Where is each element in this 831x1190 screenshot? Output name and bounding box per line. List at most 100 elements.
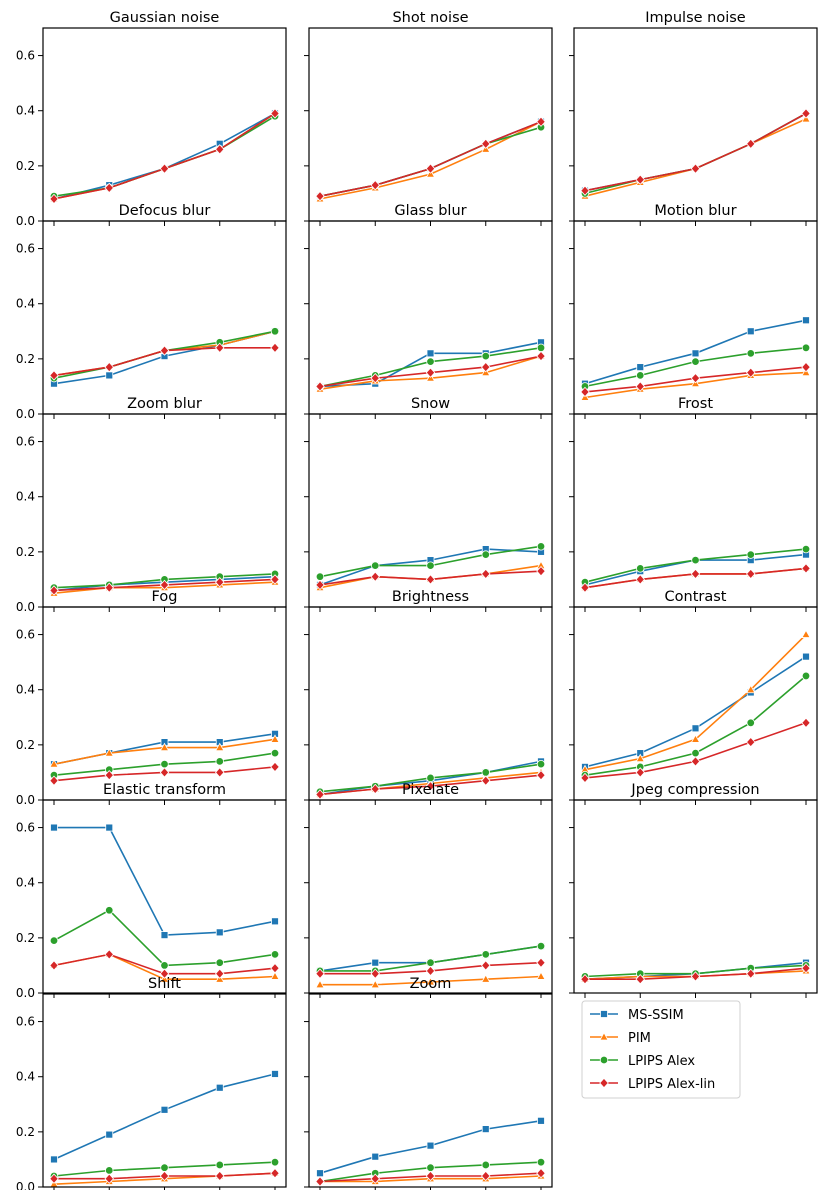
data-point [426,1163,435,1172]
axes-frame [42,799,287,994]
data-point [215,767,225,778]
y-tick-label: 0.6 [16,628,35,642]
data-point [580,974,590,985]
data-point [580,185,590,196]
panel-title: Glass blur [394,203,466,219]
data-point [802,316,810,325]
data-point [635,974,645,985]
series-line [319,120,542,197]
data-point [481,138,491,149]
panel-title: Elastic transform [103,782,226,798]
series-lpips-alex-lin [315,565,546,591]
axes-frame [308,606,553,801]
axes-frame [573,799,818,994]
data-point [104,361,114,373]
series-line [54,826,276,936]
series-line [319,120,542,200]
data-point [159,345,170,356]
data-point [481,1160,490,1170]
y-tick-label: 0.2 [16,352,35,366]
panel-title: Pixelate [402,782,459,798]
data-point [690,756,701,767]
data-point [536,542,546,551]
data-point [801,671,811,681]
series-lpips-alex-lin [315,1168,546,1187]
series-lpips-alex [49,748,280,780]
y-tick-label: 0.4 [16,104,35,118]
data-point [270,574,280,585]
data-point [315,1176,325,1187]
data-point [746,718,755,727]
data-point [370,1173,380,1184]
panel-title: Contrast [665,589,727,605]
data-point [160,931,169,939]
data-point [536,971,546,980]
series-lpips-alex [315,1157,546,1186]
data-point [426,773,435,783]
data-point [159,163,170,174]
data-point [635,574,645,585]
legend-label: PIM [628,1031,651,1046]
data-point [104,949,114,960]
panel-title: Frost [678,396,713,412]
y-tick-label: 0.6 [16,49,35,63]
series-lpips-alex [315,123,546,201]
data-point [481,974,491,983]
data-point [271,917,279,926]
data-point [536,941,546,951]
data-point [105,1166,114,1175]
data-point [160,1105,169,1114]
y-tick-label: 0.2 [16,545,35,559]
data-point [49,775,59,786]
series-ms-ssim [316,1116,545,1178]
data-point [690,734,701,743]
series-pim [49,734,280,768]
series-lpips-alex-lin [49,1168,280,1184]
series-ms-ssim [50,109,279,203]
y-tick-label: 0.0 [16,793,35,807]
series-lpips-alex-lin [49,761,280,786]
series-ms-ssim [50,1070,279,1164]
series-line [53,112,276,200]
data-point [690,971,701,982]
data-point [746,367,756,378]
data-point [271,1070,279,1078]
data-point [215,928,224,937]
data-point [801,962,811,974]
series-lpips-alex-lin [580,563,811,593]
data-point [371,1152,380,1161]
data-point [370,968,380,979]
data-point [50,823,58,832]
y-tick-label: 0.0 [16,214,35,228]
data-point [105,906,114,915]
panel-gaussian-noise: Gaussian noise 0.0 0.2 0.4 0.6 [16,10,287,228]
data-point [104,182,114,194]
panel-frost: Frost [569,396,818,612]
axes-frame [308,799,553,994]
series-ms-ssim [316,117,545,201]
data-point [270,962,280,974]
panel-zoom-blur: Zoom blur 0.0 0.2 0.4 0.6 [16,396,287,614]
series-pim [49,108,280,203]
panel-title: Brightness [392,589,469,605]
axes-frame [42,220,287,415]
data-point [537,1116,545,1125]
y-tick-label: 0.0 [16,1180,35,1190]
data-point [801,343,811,353]
panel-title: Jpeg compression [630,782,759,798]
legend-entry-pim: PIM [590,1031,651,1046]
legend-marker [600,1010,608,1018]
series-lpips-alex [315,542,546,581]
data-point [481,1170,491,1182]
series-lpips-alex-lin [580,717,811,784]
data-point [635,381,645,392]
panel-elastic-transform: Elastic transform 0.0 0.2 0.4 0.6 [16,782,287,1000]
data-point [746,568,756,580]
data-point [270,1168,280,1179]
data-point [270,734,280,743]
data-point [425,163,436,174]
data-point [215,1160,224,1170]
legend-marker [599,1055,609,1065]
data-point [690,372,701,384]
